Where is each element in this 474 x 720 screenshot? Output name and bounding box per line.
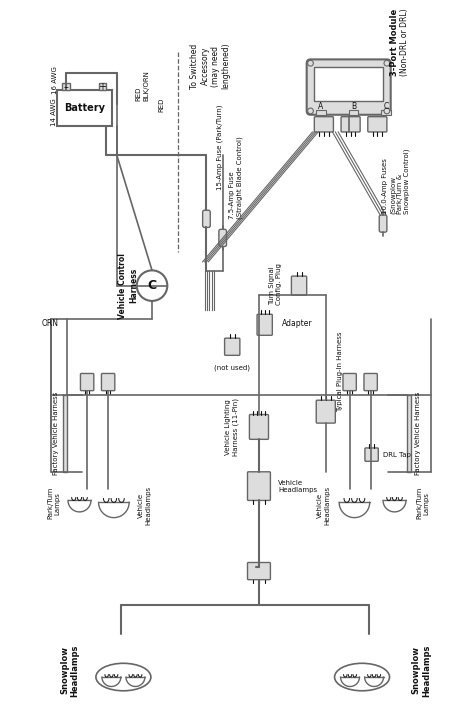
Text: 15-Amp Fuse (Park/Turn): 15-Amp Fuse (Park/Turn)	[217, 104, 223, 190]
Text: 16 AWG: 16 AWG	[52, 66, 58, 94]
FancyBboxPatch shape	[292, 276, 307, 295]
Circle shape	[384, 108, 390, 114]
Text: Vehicle
Headlamps: Vehicle Headlamps	[318, 486, 330, 525]
Text: To Switched
Accessory
(may need
lengthened): To Switched Accessory (may need lengthen…	[190, 42, 230, 89]
Text: +: +	[99, 81, 106, 91]
Text: Turn Signal
Config. Plug: Turn Signal Config. Plug	[269, 263, 282, 305]
FancyBboxPatch shape	[202, 210, 210, 228]
FancyBboxPatch shape	[343, 374, 356, 391]
Text: C: C	[147, 279, 156, 292]
Text: BLK/ORN: BLK/ORN	[143, 70, 149, 101]
Text: Factory Vehicle Harness: Factory Vehicle Harness	[415, 392, 421, 475]
FancyBboxPatch shape	[365, 448, 378, 462]
Circle shape	[137, 271, 167, 301]
Text: Factory Vehicle Harness: Factory Vehicle Harness	[53, 392, 59, 475]
Text: Snowplow
Headlamps: Snowplow Headlamps	[60, 644, 80, 696]
Text: 7.5-Amp Fuse
(Straight Blade Control): 7.5-Amp Fuse (Straight Blade Control)	[229, 136, 243, 219]
Text: –: –	[64, 81, 69, 91]
Circle shape	[384, 60, 390, 66]
Text: B: B	[351, 102, 356, 111]
FancyBboxPatch shape	[81, 374, 94, 391]
Bar	[316, 110, 326, 114]
Bar	[56, 90, 112, 126]
Bar	[407, 395, 411, 472]
FancyBboxPatch shape	[316, 400, 335, 423]
Text: Typical Plug-In Harness: Typical Plug-In Harness	[337, 331, 343, 412]
Text: 10.0-Amp Fuses
(Snowplow
Park/Turn &
Snowplow Control): 10.0-Amp Fuses (Snowplow Park/Turn & Sno…	[383, 148, 410, 214]
Text: Adapter: Adapter	[282, 320, 312, 328]
FancyBboxPatch shape	[307, 59, 391, 114]
Text: Vehicle Lighting
Harness (11-Pin): Vehicle Lighting Harness (11-Pin)	[226, 398, 239, 456]
FancyBboxPatch shape	[219, 230, 227, 246]
Circle shape	[308, 108, 313, 114]
Text: Vehicle
Headlamps: Vehicle Headlamps	[278, 480, 317, 492]
Text: 14 AWG: 14 AWG	[51, 98, 57, 125]
FancyBboxPatch shape	[341, 117, 360, 132]
FancyBboxPatch shape	[247, 472, 270, 500]
Text: RED: RED	[159, 97, 164, 112]
FancyBboxPatch shape	[101, 374, 115, 391]
FancyBboxPatch shape	[225, 338, 240, 356]
Ellipse shape	[96, 663, 151, 690]
Text: Snowplow
Headlamps: Snowplow Headlamps	[411, 644, 431, 696]
FancyBboxPatch shape	[368, 117, 387, 132]
FancyBboxPatch shape	[257, 315, 273, 336]
Text: DRL Tap: DRL Tap	[383, 451, 411, 458]
FancyBboxPatch shape	[314, 117, 333, 132]
Text: (Non-DRL or DRL): (Non-DRL or DRL)	[400, 9, 409, 76]
Bar	[99, 84, 106, 90]
Bar	[349, 110, 358, 114]
Bar	[62, 84, 70, 90]
FancyBboxPatch shape	[249, 415, 268, 439]
Text: (not used): (not used)	[214, 365, 250, 372]
FancyBboxPatch shape	[247, 562, 270, 580]
Text: RED: RED	[136, 86, 142, 101]
Bar	[314, 67, 383, 102]
Text: Vehicle Control
Harness: Vehicle Control Harness	[118, 253, 138, 318]
Text: ORN: ORN	[41, 320, 58, 328]
FancyBboxPatch shape	[379, 215, 387, 232]
Text: Park/Turn
Lamps: Park/Turn Lamps	[47, 487, 60, 520]
Text: Battery: Battery	[64, 103, 105, 113]
Text: A: A	[319, 102, 324, 111]
Circle shape	[308, 60, 313, 66]
Text: Park/Turn
Lamps: Park/Turn Lamps	[417, 487, 429, 520]
Ellipse shape	[335, 663, 390, 690]
Text: 3-Port Module: 3-Port Module	[390, 9, 399, 76]
Bar	[381, 110, 391, 114]
FancyBboxPatch shape	[364, 374, 377, 391]
Bar	[63, 395, 67, 472]
Text: Vehicle
Headlamps: Vehicle Headlamps	[138, 486, 151, 525]
Text: C: C	[383, 102, 389, 111]
